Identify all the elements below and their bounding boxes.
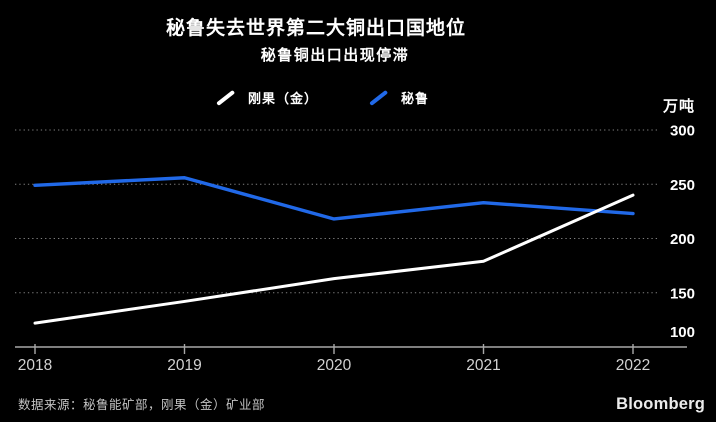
x-tick-label: 2022 bbox=[616, 357, 650, 374]
source-note: 数据来源：秘鲁能矿部，刚果（金）矿业部 bbox=[18, 398, 266, 412]
peru-line-swatch bbox=[369, 89, 388, 106]
y-tick-label: 200 bbox=[670, 231, 695, 248]
legend-item-peru: 秘鲁 bbox=[368, 88, 429, 107]
x-tick-label: 2018 bbox=[18, 357, 52, 374]
legend-label-peru: 秘鲁 bbox=[401, 91, 430, 106]
legend-item-congo: 刚果（金） bbox=[215, 88, 318, 107]
congo-line-swatch bbox=[216, 89, 235, 106]
series-line-congo bbox=[33, 193, 635, 325]
x-tick-label: 2019 bbox=[167, 357, 201, 374]
legend-label-congo: 刚果（金） bbox=[247, 91, 318, 106]
legend: 刚果（金） 秘鲁 bbox=[215, 88, 429, 107]
chart-subtitle: 秘鲁铜出口出现停滞 bbox=[260, 47, 410, 64]
chart-title: 秘鲁失去世界第二大铜出口国地位 bbox=[165, 18, 467, 39]
bloomberg-logo: Bloomberg bbox=[616, 395, 705, 413]
x-tick-label: 2021 bbox=[466, 357, 500, 374]
y-tick-label: 250 bbox=[670, 177, 695, 194]
series-line-peru bbox=[33, 176, 635, 221]
y-tick-label: 100 bbox=[670, 324, 695, 341]
x-tick-label: 2020 bbox=[317, 357, 352, 374]
y-axis-unit-label: 万吨 bbox=[662, 97, 695, 115]
y-tick-label: 150 bbox=[670, 285, 695, 302]
y-tick-label: 300 bbox=[670, 123, 695, 140]
